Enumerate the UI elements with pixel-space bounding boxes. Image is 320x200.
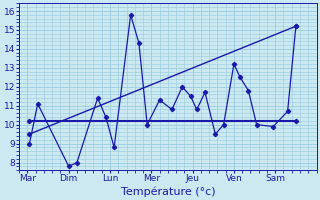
X-axis label: Température (°c): Température (°c) <box>121 186 215 197</box>
